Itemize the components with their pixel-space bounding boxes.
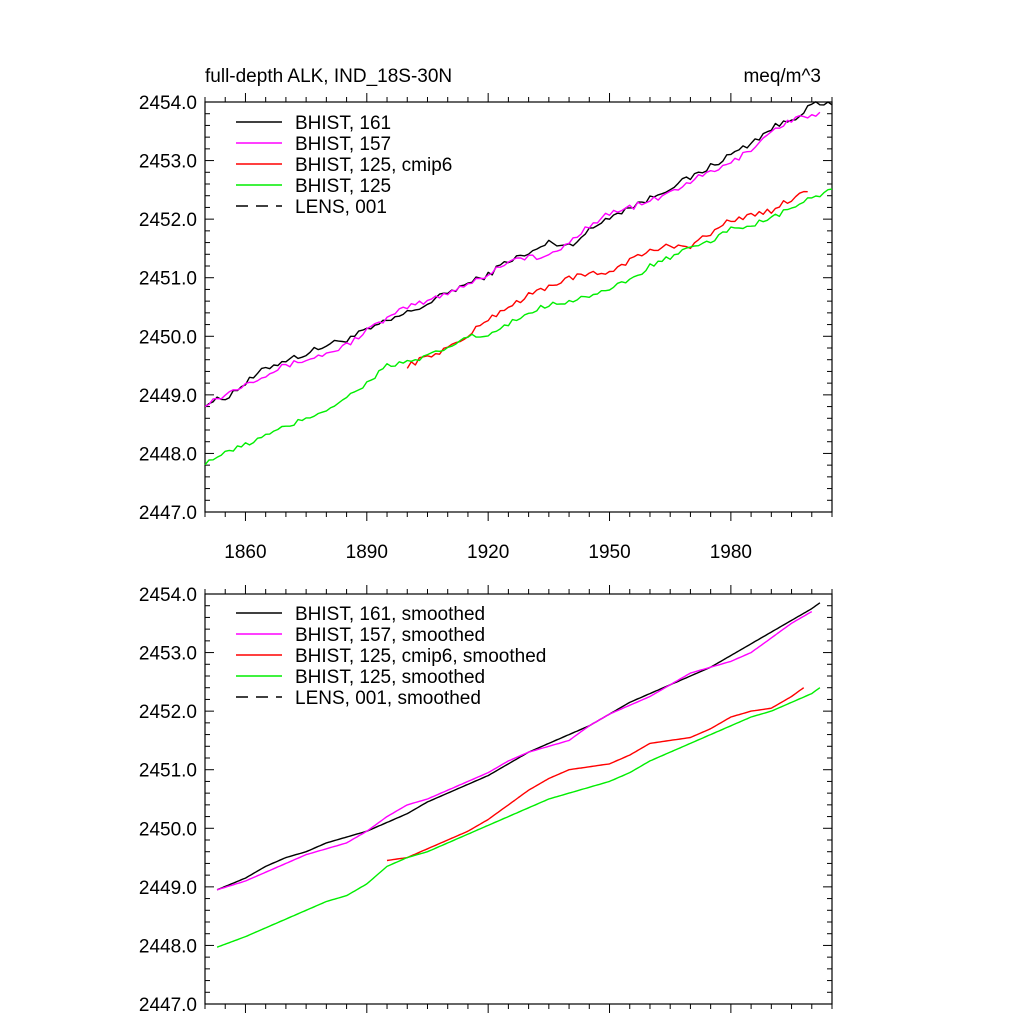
legend-label: BHIST, 161 xyxy=(295,113,391,134)
series-line-3 xyxy=(406,190,808,369)
y-tick-label: 2454.0 xyxy=(139,93,197,114)
y-tick-label: 2452.0 xyxy=(139,210,197,231)
series-line-4 xyxy=(204,188,833,466)
legend-label: LENS, 001 xyxy=(295,197,387,218)
legend-label: BHIST, 125, cmip6 xyxy=(295,155,452,176)
legend-label: BHIST, 157, smoothed xyxy=(295,625,485,646)
y-tick-label: 2451.0 xyxy=(139,761,197,782)
series-line-2 xyxy=(204,111,821,408)
y-tick-label: 2447.0 xyxy=(139,503,197,524)
y-tick-label: 2448.0 xyxy=(139,444,197,465)
x-tick-label: 1950 xyxy=(588,542,630,563)
legend-label: BHIST, 161, smoothed xyxy=(295,604,485,625)
series-line-2 xyxy=(216,610,813,891)
legend-label: BHIST, 125 xyxy=(295,176,391,197)
y-tick-label: 2452.0 xyxy=(139,702,197,723)
series-line-3 xyxy=(386,687,805,862)
y-tick-label: 2449.0 xyxy=(139,878,197,899)
legend-label: BHIST, 125, cmip6, smoothed xyxy=(295,646,546,667)
y-tick-label: 2449.0 xyxy=(139,386,197,407)
chart-panel-2: 2447.0 2448.0 2449.0 2450.0 2451.0 2452.0 2453… xyxy=(139,585,833,1016)
y-tick-label: 2450.0 xyxy=(139,327,197,348)
chart-title: full-depth ALK, IND_18S-30N xyxy=(205,66,453,87)
series-line-4 xyxy=(216,687,821,948)
y-tick-label: 2451.0 xyxy=(139,269,197,290)
y-tick-label: 2450.0 xyxy=(139,819,197,840)
y-tick-label: 2454.0 xyxy=(139,585,197,606)
x-tick-label: 1860 xyxy=(224,542,266,563)
legend-label: LENS, 001, smoothed xyxy=(295,688,481,709)
x-tick-label: 1920 xyxy=(467,542,509,563)
series-line-1 xyxy=(216,602,821,891)
units-label: meq/m^3 xyxy=(743,66,821,87)
series-line-1 xyxy=(204,101,833,408)
x-tick-label: 1890 xyxy=(346,542,388,563)
legend-label: BHIST, 157 xyxy=(295,134,391,155)
plot-frame xyxy=(204,101,833,513)
y-tick-label: 2453.0 xyxy=(139,152,197,173)
y-tick-label: 2453.0 xyxy=(139,644,197,665)
legend-label: BHIST, 125, smoothed xyxy=(295,667,485,688)
y-tick-label: 2448.0 xyxy=(139,936,197,957)
chart-panel-1: 2447.0 2448.0 2449.0 2450.0 2451.0 2452.0 2453… xyxy=(139,93,833,563)
y-tick-label: 2447.0 xyxy=(139,995,197,1016)
x-tick-label: 1980 xyxy=(710,542,752,563)
plot-frame xyxy=(204,593,833,1005)
